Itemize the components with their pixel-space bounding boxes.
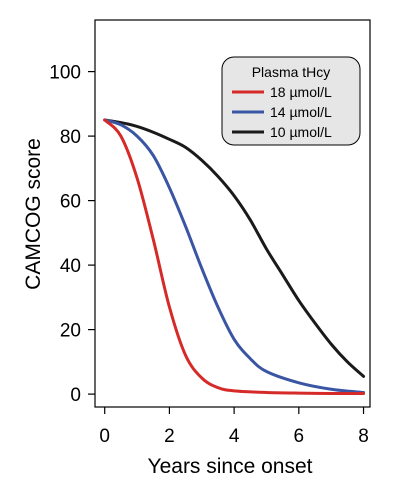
legend: Plasma tHcy 18 µmol/L 14 µmol/L 10 µmol/L — [221, 56, 361, 146]
y-axis-ticks: 0 20 40 60 80 100 — [49, 63, 95, 406]
legend-label-0: 18 µmol/L — [270, 84, 332, 100]
y-axis-title: CAMCOG score — [22, 138, 45, 290]
x-tick-label: 0 — [99, 426, 110, 447]
legend-label-2: 10 µmol/L — [270, 124, 332, 140]
x-tick-label: 4 — [229, 426, 240, 447]
y-tick-label: 40 — [60, 256, 81, 277]
y-tick-label: 100 — [49, 63, 81, 84]
y-tick-label: 60 — [60, 192, 81, 213]
y-tick-label: 20 — [60, 321, 81, 342]
series-lines — [103, 118, 366, 395]
x-axis-title: Years since onset — [148, 455, 313, 478]
plot-frame — [94, 19, 371, 408]
x-tick-label: 2 — [164, 426, 175, 447]
legend-entries: 18 µmol/L 14 µmol/L 10 µmol/L — [232, 84, 332, 140]
x-tick-label: 8 — [358, 426, 369, 447]
x-tick-label: 6 — [294, 426, 305, 447]
legend-title: Plasma tHcy — [252, 64, 331, 80]
legend-label-1: 14 µmol/L — [270, 104, 332, 120]
y-tick-label: 0 — [70, 385, 81, 406]
series-line-2 — [103, 118, 366, 378]
x-axis-ticks: 0 2 4 6 8 — [99, 407, 369, 447]
series-line-0 — [103, 118, 366, 395]
legend-box — [221, 56, 361, 146]
series-line-1 — [103, 118, 366, 394]
y-tick-label: 80 — [60, 127, 81, 148]
